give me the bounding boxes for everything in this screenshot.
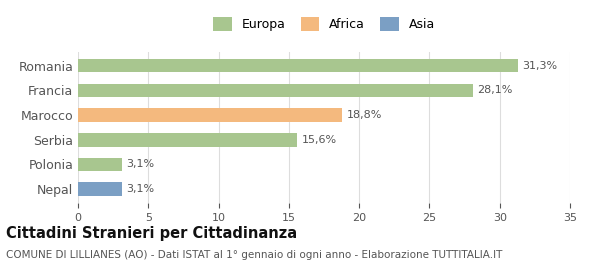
Text: 15,6%: 15,6% bbox=[302, 135, 337, 145]
Text: COMUNE DI LILLIANES (AO) - Dati ISTAT al 1° gennaio di ogni anno - Elaborazione : COMUNE DI LILLIANES (AO) - Dati ISTAT al… bbox=[6, 250, 502, 259]
Bar bbox=[78, 158, 122, 171]
Bar bbox=[78, 108, 342, 122]
Text: 3,1%: 3,1% bbox=[126, 159, 154, 170]
Bar bbox=[78, 182, 122, 196]
Bar bbox=[78, 59, 518, 73]
Legend: Europa, Africa, Asia: Europa, Africa, Asia bbox=[209, 13, 439, 35]
Text: 18,8%: 18,8% bbox=[346, 110, 382, 120]
Text: 3,1%: 3,1% bbox=[126, 184, 154, 194]
Text: 31,3%: 31,3% bbox=[522, 61, 557, 71]
Text: Cittadini Stranieri per Cittadinanza: Cittadini Stranieri per Cittadinanza bbox=[6, 226, 297, 241]
Bar bbox=[78, 83, 473, 97]
Bar bbox=[78, 133, 297, 147]
Text: 28,1%: 28,1% bbox=[477, 85, 512, 95]
